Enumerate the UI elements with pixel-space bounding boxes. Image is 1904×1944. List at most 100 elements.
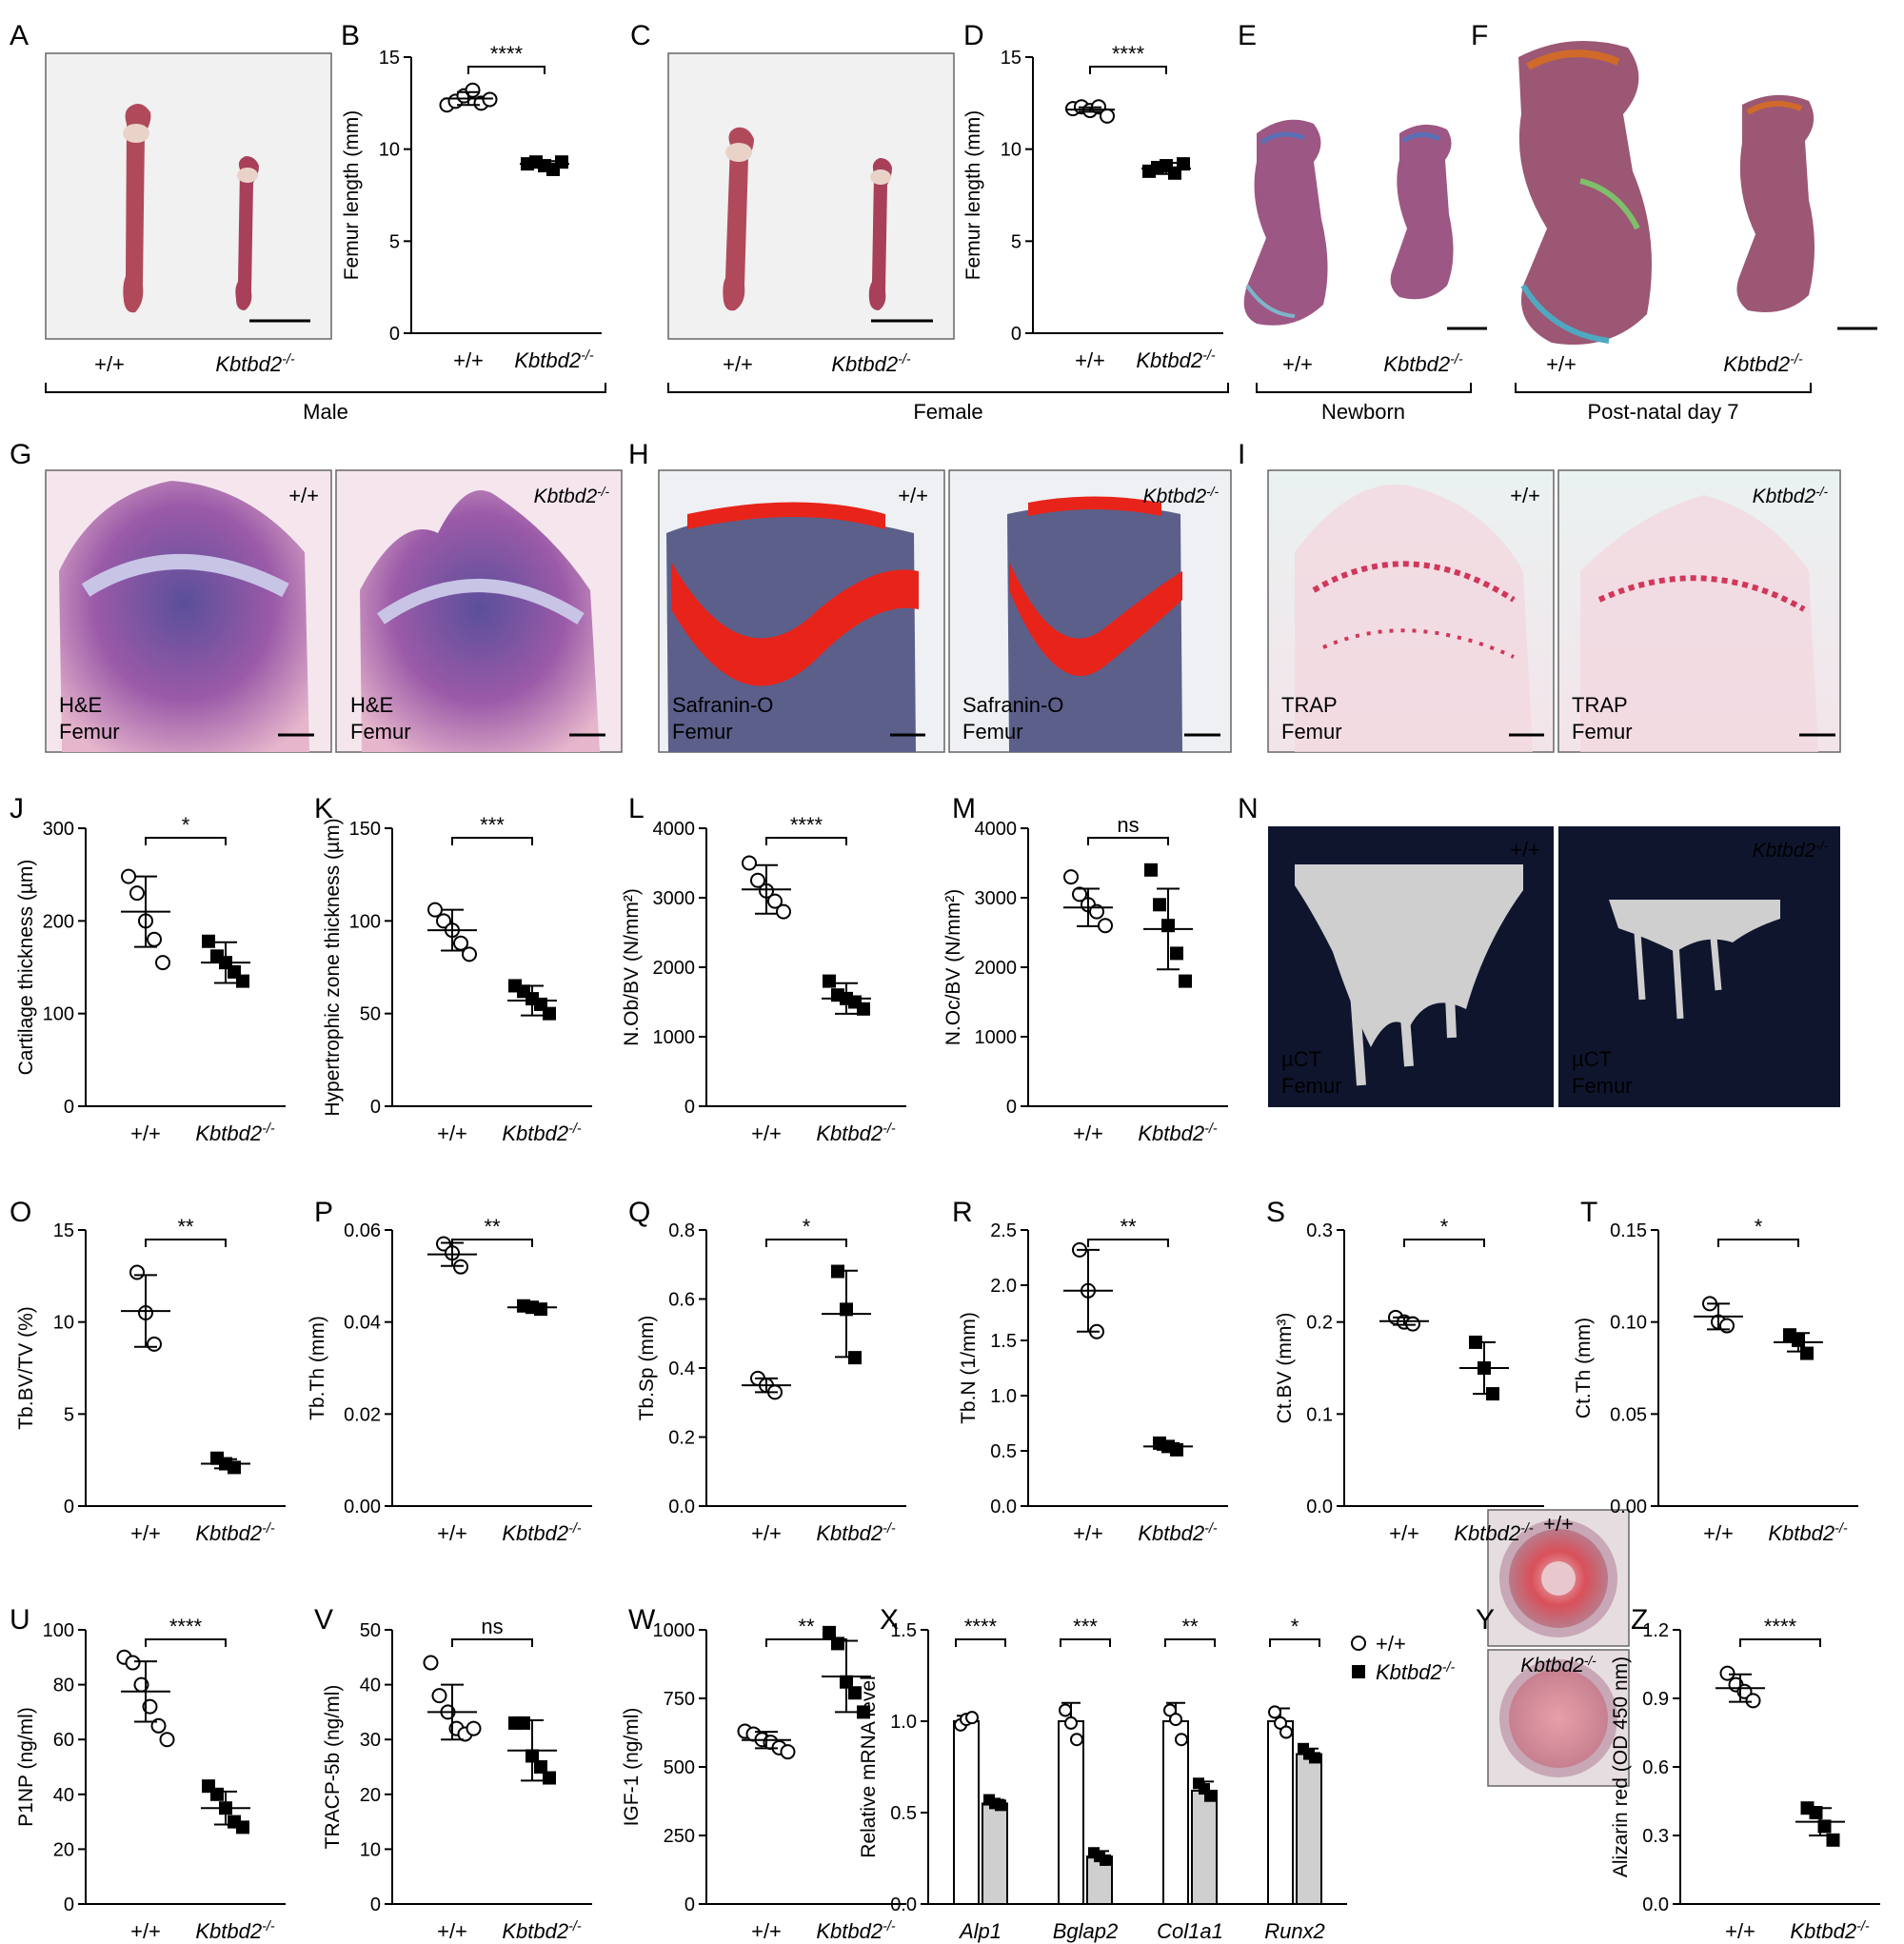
data-point-ko	[857, 1705, 870, 1719]
sig-bracket	[1717, 1239, 1799, 1247]
data-point-ko	[543, 1771, 556, 1785]
y-tick-label: 500	[664, 1757, 695, 1778]
stain-label: µCT	[1281, 1047, 1321, 1071]
data-point-wt	[423, 1655, 439, 1671]
bar-wt-bglap2	[1058, 1720, 1084, 1905]
y-tick-label: 0	[1006, 1097, 1017, 1118]
y-tick-label: 300	[43, 819, 74, 840]
panel-c	[667, 52, 955, 340]
x-tick-label: +/+	[751, 1521, 782, 1545]
genotype-tag: +/+	[1510, 838, 1540, 862]
data-point-wt	[1745, 1693, 1761, 1709]
y-tick-label: 0.1	[1306, 1404, 1333, 1425]
well-wt-label: +/+	[1543, 1512, 1574, 1536]
data-point-ko	[848, 1686, 862, 1700]
y-axis-label: Alizarin red (OD 450 nm)	[1610, 1656, 1632, 1877]
caption-newborn: Newborn	[1321, 400, 1405, 424]
x-tick-label: +/+	[437, 1121, 467, 1145]
wt-label: +/+	[723, 352, 753, 376]
data-point-wt	[159, 1732, 175, 1748]
y-tick-label: 0	[684, 1894, 695, 1915]
y-tick-label: 50	[360, 1004, 381, 1025]
y-tick-label: 0.3	[1642, 1826, 1669, 1847]
y-axis-label: Tb.Sp (mm)	[636, 1316, 658, 1421]
caption-pnd7: Post-natal day 7	[1588, 400, 1739, 424]
y-tick-label: 10	[379, 140, 400, 161]
panel-letter-z: Z	[1631, 1604, 1648, 1636]
sig-bracket	[765, 1239, 847, 1247]
genotype-tag: Kbtbd2-/-	[1753, 839, 1829, 863]
y-axis-label: Tb.Th (mm)	[307, 1316, 328, 1420]
y-tick-label: 1.0	[990, 1386, 1017, 1407]
data-point-wt	[776, 903, 791, 920]
chart-q: 0.0 0.2 0.4 0.6 0.8 Tb.Sp (mm) +/+ Kbtbd2-/- *	[636, 1215, 906, 1545]
y-tick-label: 0.4	[668, 1359, 695, 1379]
x-tick-label: Kbtbd2-/-	[816, 1521, 895, 1545]
data-point-wt	[1059, 1703, 1072, 1717]
y-tick-label: 0.06	[344, 1220, 381, 1241]
y-tick-label: 30	[360, 1730, 381, 1751]
chart-v: 0 10 20 30 40 50 TRACP-5b (ng/ml) +/+ Kbtbd2-/- n…	[322, 1615, 592, 1943]
x-tick-label: Kbtbd2-/-	[502, 1919, 581, 1943]
chart-p: 0.00 0.02 0.04 0.06 Tb.Th (mm) +/+ Kbtbd2-/- **	[307, 1215, 592, 1545]
data-point-wt	[742, 855, 757, 871]
data-point-ko	[517, 1716, 530, 1730]
stain-label: H&E	[350, 693, 393, 717]
y-tick-label: 0	[389, 324, 400, 345]
data-point-ko	[1144, 863, 1158, 877]
ko-skeleton-image	[1390, 124, 1454, 300]
y-tick-label: 0	[64, 1894, 74, 1915]
y-axis-label: N.Oc/BV (N/mm²)	[942, 889, 964, 1045]
y-tick-label: 0.0	[990, 1497, 1017, 1518]
sig-bracket	[145, 837, 227, 845]
sig-bracket	[1089, 66, 1167, 74]
y-tick-label: 0.04	[344, 1313, 381, 1334]
y-tick-label: 0	[370, 1097, 381, 1118]
data-point-wt	[1100, 108, 1115, 124]
y-tick-label: 20	[360, 1785, 381, 1806]
x-tick-label: Kbtbd2-/-	[816, 1121, 895, 1145]
x-tick-label: Kbtbd2-/-	[816, 1919, 895, 1943]
ko-skeleton-image	[1736, 94, 1815, 312]
tissue-label: Femur	[1281, 1074, 1342, 1098]
x-tick-label: Kbtbd2-/-	[1454, 1521, 1533, 1545]
y-axis-label: Relative mRNA level	[858, 1676, 880, 1857]
panel-letter-x: X	[880, 1604, 899, 1636]
wt-femur-image	[723, 127, 754, 311]
panel-g	[45, 469, 623, 753]
panel-letter-i: I	[1238, 439, 1245, 470]
y-tick-label: 0.9	[1642, 1689, 1669, 1710]
ko-label: Kbtbd2-/-	[1383, 352, 1462, 376]
y-axis-label: Ct.BV (mm³)	[1274, 1313, 1296, 1424]
y-axis-label: Hypertrophic zone thickness (µm)	[322, 818, 344, 1116]
y-tick-label: 15	[379, 48, 400, 69]
panel-n	[1268, 826, 1840, 1107]
y-tick-label: 10	[53, 1313, 74, 1334]
data-point-wt	[1098, 918, 1113, 934]
data-point-wt	[965, 1711, 979, 1725]
x-tick-label: +/+	[130, 1521, 161, 1545]
bar-wt-alp1	[953, 1720, 980, 1905]
panel-letter-w: W	[628, 1604, 656, 1636]
data-point-wt	[147, 1336, 162, 1352]
sig-bracket	[955, 1638, 1006, 1647]
sig-bracket	[145, 1239, 227, 1247]
panel-letter-g: G	[10, 439, 31, 470]
panel-letter-t: T	[1580, 1197, 1597, 1228]
y-tick-label: 0.0	[890, 1894, 917, 1915]
y-axis-label: Cartilage thickness (µm)	[15, 860, 37, 1076]
y-tick-label: 0.2	[668, 1428, 695, 1449]
tissue-label: Femur	[1281, 720, 1342, 744]
y-tick-label: 0.02	[344, 1404, 381, 1425]
y-axis-label: Ct.Th (mm)	[1573, 1318, 1595, 1418]
sig-label: ns	[481, 1615, 503, 1638]
x-tick-label: +/+	[130, 1919, 161, 1943]
ko-label: Kbtbd2-/-	[1723, 352, 1802, 376]
sig-label: **	[177, 1215, 194, 1239]
sig-bracket	[467, 66, 545, 74]
sig-bracket	[1060, 1638, 1111, 1647]
chart-u: 0 20 40 60 80 100 P1NP (ng/ml) +/+ Kbtbd2-/- ****	[15, 1615, 286, 1943]
tissue-label: Femur	[1572, 720, 1633, 744]
x-tick-label: +/+	[1725, 1919, 1755, 1943]
